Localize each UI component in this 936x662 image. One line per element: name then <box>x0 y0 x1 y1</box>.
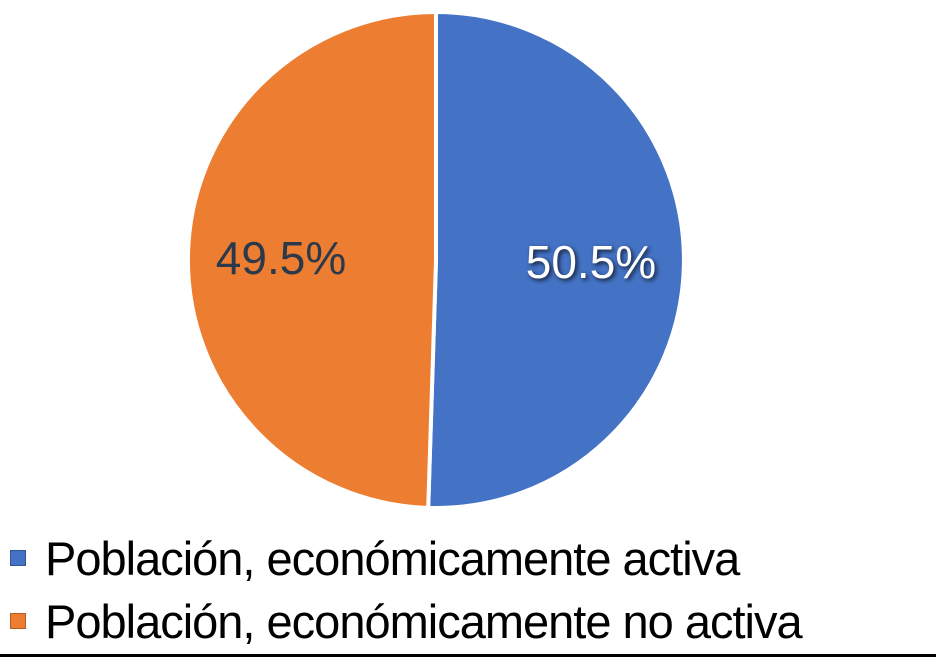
legend-item-no-activa: Población, económicamente no activa <box>10 591 803 651</box>
legend-swatch-activa-icon <box>10 550 26 566</box>
legend-label-activa: Población, económicamente activa <box>45 531 740 585</box>
legend-label-no-activa: Población, económicamente no activa <box>45 594 803 648</box>
chart-legend: Población, económicamente activa Poblaci… <box>10 528 803 651</box>
legend-item-activa: Población, económicamente activa <box>10 528 802 588</box>
pie-slice-1 <box>185 10 438 510</box>
legend-swatch-no-activa-icon <box>10 613 26 629</box>
bottom-divider-line <box>0 654 936 657</box>
pie-slice-label-activa: 50.5% <box>525 236 657 289</box>
pie-slice-0 <box>426 10 686 510</box>
pie-slice-label-no-activa: 49.5% <box>215 231 347 284</box>
